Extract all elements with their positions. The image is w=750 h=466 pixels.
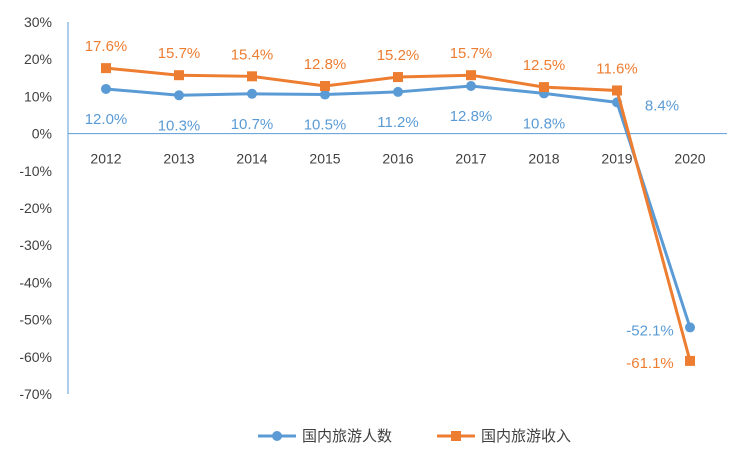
data-label: 15.2% bbox=[377, 47, 420, 64]
data-label: 11.2% bbox=[377, 114, 418, 131]
legend-label: 国内旅游人数 bbox=[302, 428, 392, 445]
data-label: 10.7% bbox=[231, 116, 274, 133]
x-tick-label: 2017 bbox=[455, 151, 486, 167]
data-label: 12.8% bbox=[450, 108, 493, 125]
y-tick-label: 20% bbox=[24, 51, 52, 67]
data-label: 10.8% bbox=[523, 115, 566, 132]
data-point bbox=[466, 70, 476, 81]
x-tick-label: 2019 bbox=[601, 151, 632, 167]
y-tick-label: -60% bbox=[19, 349, 52, 365]
y-tick-label: 10% bbox=[24, 88, 52, 104]
data-point bbox=[320, 80, 330, 91]
data-label: 12.8% bbox=[304, 56, 347, 73]
x-tick-label: 2012 bbox=[90, 151, 121, 167]
data-label: 10.5% bbox=[304, 117, 347, 134]
data-point bbox=[247, 88, 257, 99]
data-point bbox=[320, 89, 330, 100]
data-label: 17.6% bbox=[85, 38, 128, 55]
data-point bbox=[466, 80, 476, 91]
y-tick-label: -70% bbox=[19, 386, 52, 402]
legend-marker bbox=[451, 431, 461, 441]
data-label: 10.3% bbox=[158, 117, 201, 134]
x-tick-label: 2015 bbox=[309, 151, 340, 167]
legend-label: 国内旅游收入 bbox=[481, 428, 571, 445]
y-tick-label: -50% bbox=[19, 312, 52, 328]
data-point bbox=[174, 90, 184, 101]
data-point bbox=[393, 72, 403, 83]
data-label: 8.4% bbox=[645, 97, 679, 114]
x-tick-label: 2016 bbox=[382, 151, 413, 167]
y-tick-label: 0% bbox=[32, 126, 52, 142]
y-tick-label: -20% bbox=[19, 200, 52, 216]
series-line bbox=[105, 66, 692, 362]
data-label: 15.7% bbox=[450, 45, 493, 62]
data-label: -61.1% bbox=[626, 355, 674, 372]
data-point bbox=[539, 82, 549, 93]
y-tick-label: -10% bbox=[19, 163, 52, 179]
data-point bbox=[685, 322, 695, 333]
y-tick-label: -30% bbox=[19, 237, 52, 253]
data-label: 15.4% bbox=[231, 46, 274, 63]
x-tick-label: 2013 bbox=[163, 151, 194, 167]
data-label: -52.1% bbox=[626, 322, 674, 339]
x-tick-label: 2018 bbox=[528, 151, 559, 167]
data-label: 15.7% bbox=[158, 45, 201, 62]
data-point bbox=[101, 63, 111, 74]
data-point bbox=[101, 83, 111, 94]
y-tick-label: -40% bbox=[19, 274, 52, 290]
data-point bbox=[393, 86, 403, 97]
data-point bbox=[685, 355, 695, 366]
legend-marker bbox=[272, 431, 282, 441]
data-point bbox=[174, 70, 184, 81]
y-tick-label: 30% bbox=[24, 14, 52, 30]
data-label: 12.0% bbox=[85, 111, 128, 128]
x-tick-label: 2014 bbox=[236, 151, 267, 167]
data-point bbox=[247, 71, 257, 82]
data-label: 11.6% bbox=[596, 60, 637, 77]
data-point bbox=[612, 85, 622, 96]
x-tick-label: 2020 bbox=[674, 151, 705, 167]
data-label: 12.5% bbox=[523, 57, 566, 74]
